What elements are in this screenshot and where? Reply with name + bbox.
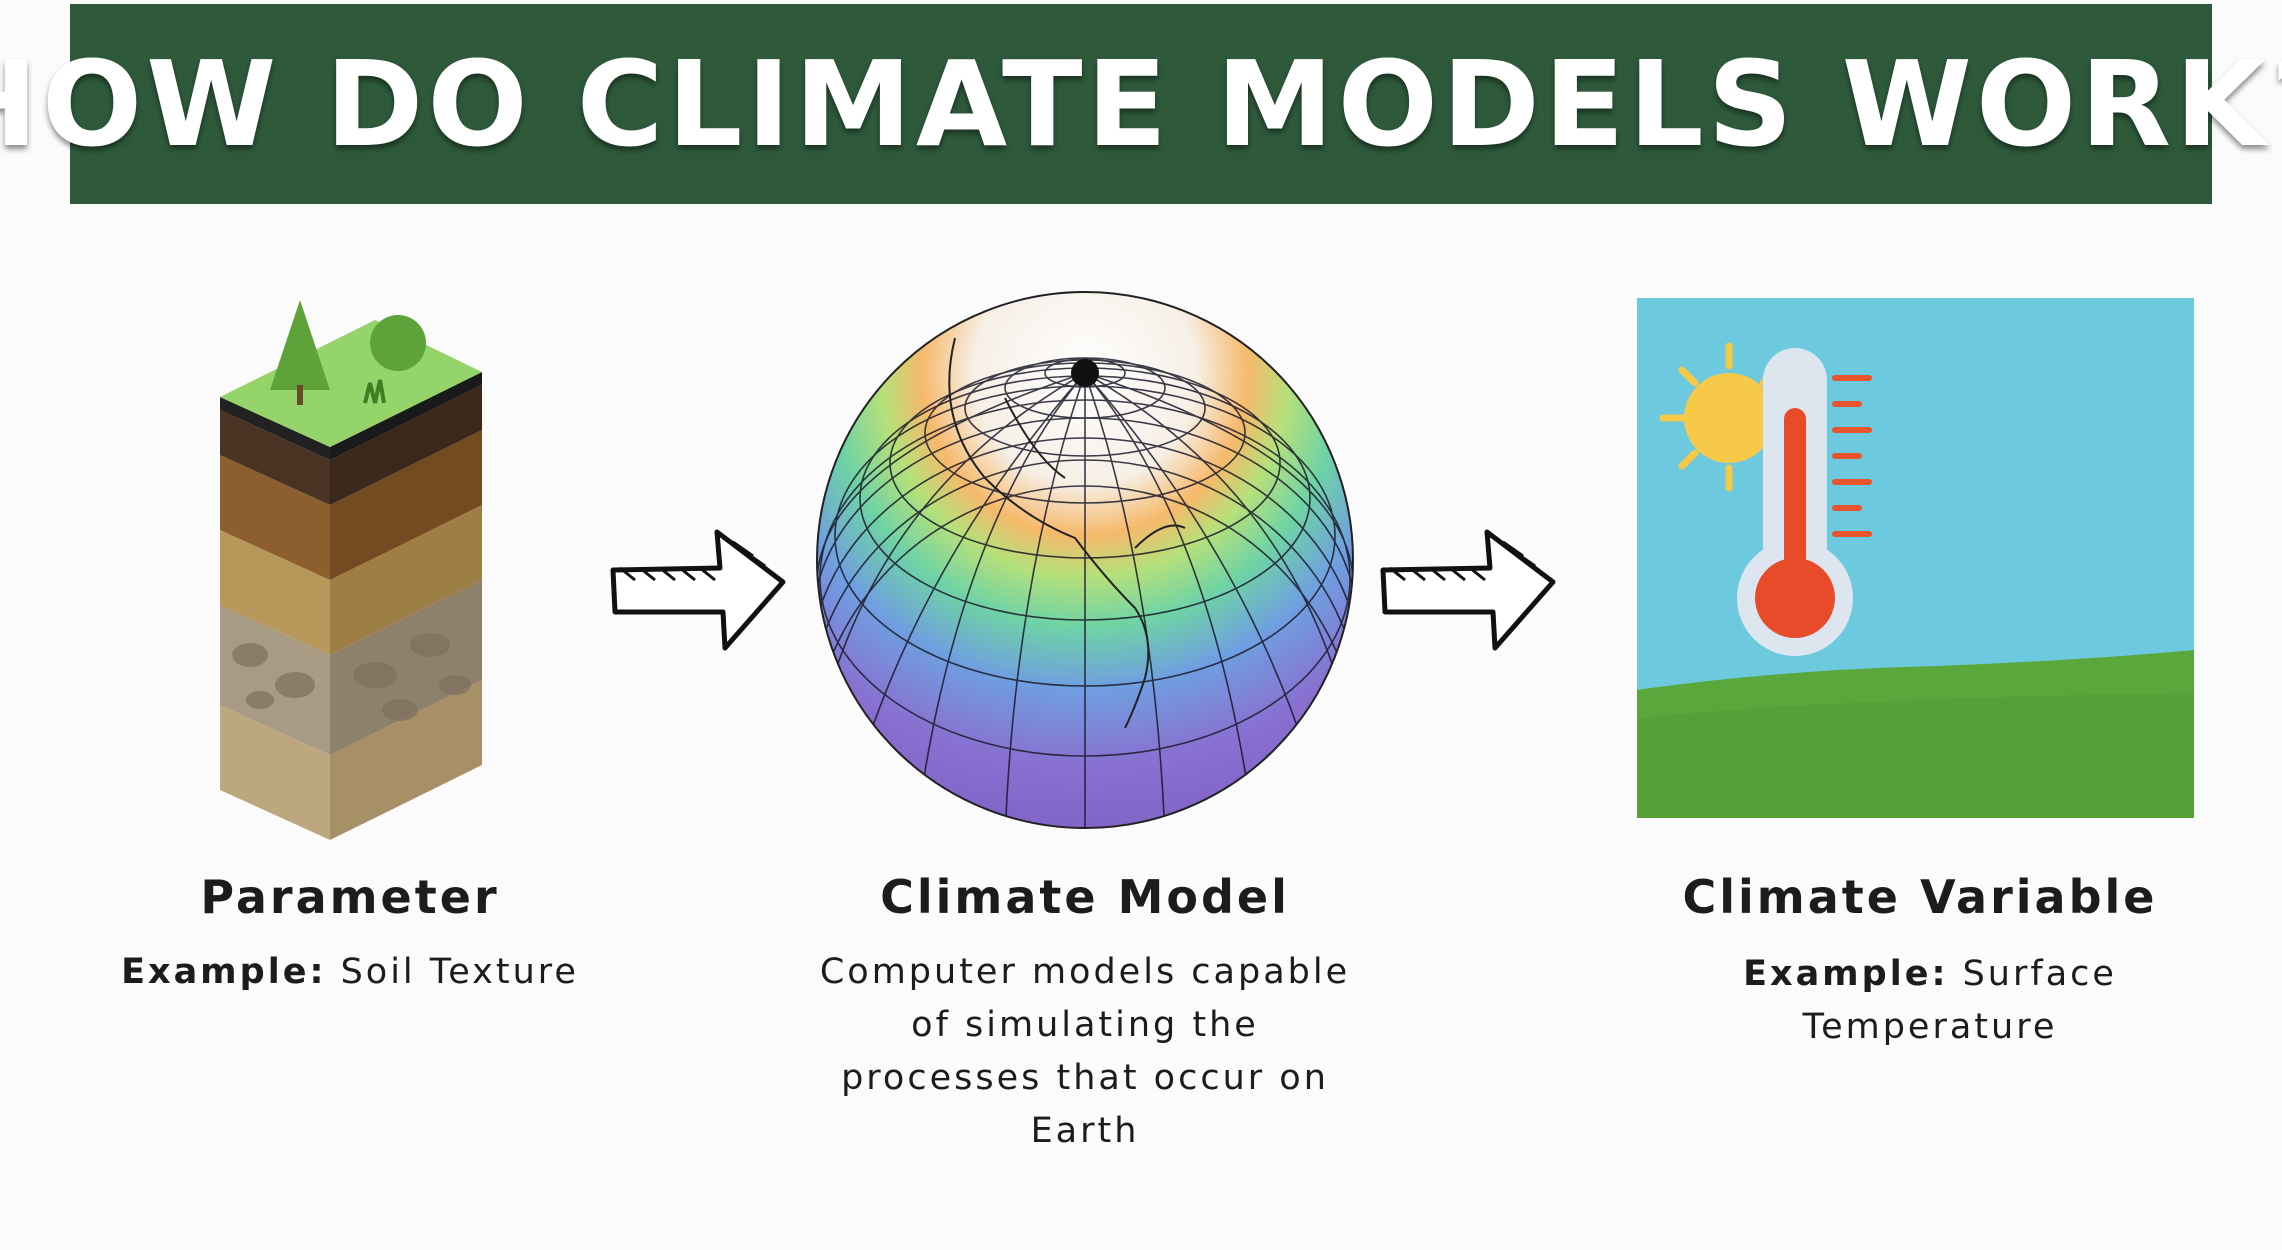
example-label: Example: <box>121 952 327 992</box>
thermometer-landscape-icon <box>1637 298 2194 818</box>
example-label: Example: <box>1743 954 1949 994</box>
right-arrow-icon <box>1375 520 1560 655</box>
example-value: Surface <box>1962 954 2117 994</box>
parameter-title: Parameter <box>200 870 500 924</box>
climate-variable-title: Climate Variable <box>1682 870 2158 924</box>
climate-variable-caption: Climate Variable Example: Surface Temper… <box>1640 870 2200 1054</box>
example-value: Temperature <box>1802 1007 2058 1047</box>
example-value: Soil Texture <box>340 952 579 992</box>
page-title: HOW DO CLIMATE MODELS WORK? <box>0 35 2282 173</box>
climate-model-caption: Climate Model Computer models capable of… <box>780 870 1390 1158</box>
right-arrow-icon <box>605 520 790 655</box>
climate-model-description: Computer models capable of simulating th… <box>780 946 1390 1158</box>
climate-model-title: Climate Model <box>880 870 1290 924</box>
description-line: processes that occur on <box>841 1058 1329 1098</box>
soil-layers-icon <box>200 285 500 845</box>
parameter-example: Example: Soil Texture <box>85 946 615 999</box>
globe-grid-icon <box>805 278 1365 838</box>
title-banner: HOW DO CLIMATE MODELS WORK? <box>0 4 2282 204</box>
description-line: Earth <box>1030 1111 1140 1151</box>
parameter-caption: Parameter Example: Soil Texture <box>85 870 615 999</box>
description-line: Computer models capable <box>819 952 1351 992</box>
climate-variable-example: Example: Surface Temperature <box>1640 948 2200 1054</box>
description-line: of simulating the <box>911 1005 1259 1045</box>
